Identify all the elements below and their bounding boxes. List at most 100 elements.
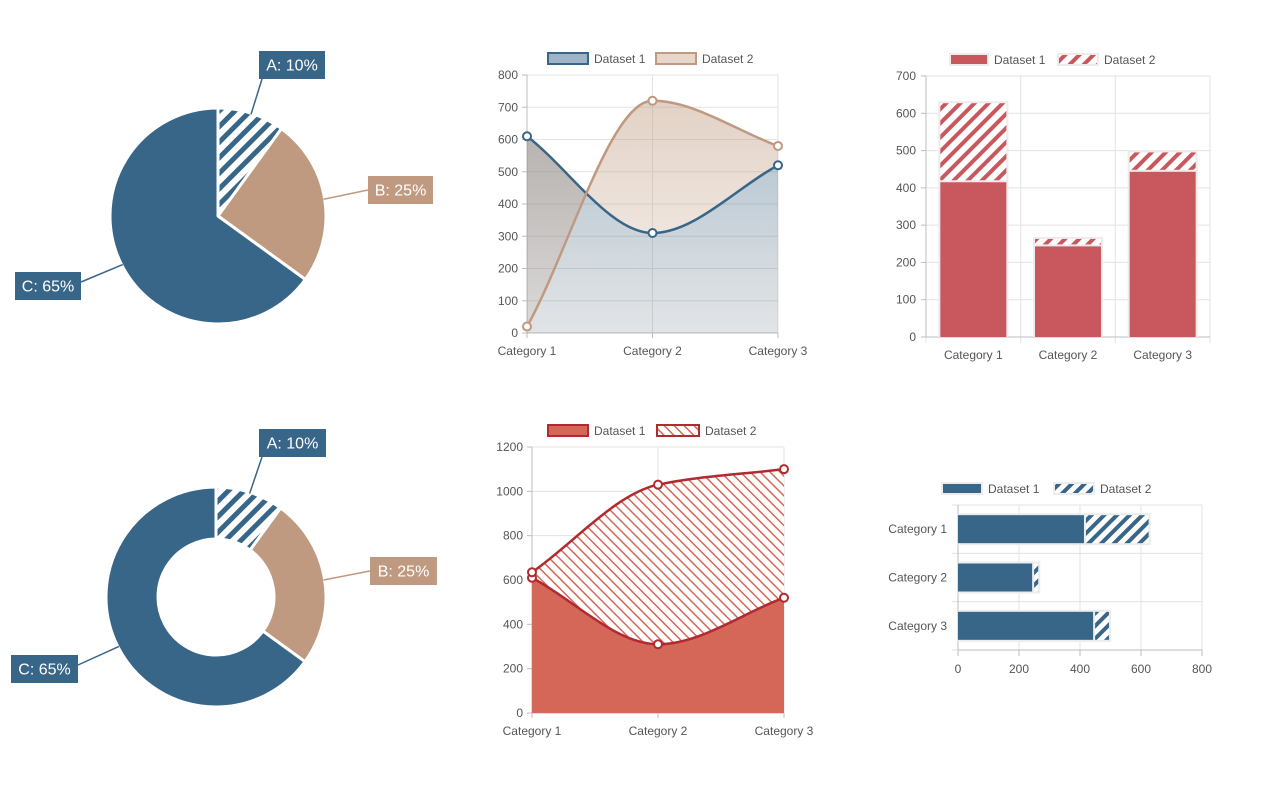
pie-chart: A: 10% B: 25% C: 65%: [15, 51, 433, 326]
area1-legend-label-2: Dataset 2: [702, 52, 754, 66]
area2-legend-label-1: Dataset 1: [594, 424, 646, 438]
area1-ytick-label: 300: [498, 229, 518, 243]
area1-point-dataset-2-3: [773, 140, 783, 151]
donut-leader-a: [248, 456, 263, 494]
area1-legend-swatch-2: [655, 52, 697, 65]
bar1-ytick-label: 100: [896, 293, 916, 307]
bar1-ytick-label: 700: [896, 69, 916, 83]
pie-label-box-a: [259, 51, 325, 79]
bar1-ytick-label: 400: [896, 181, 916, 195]
area1-point-dataset-1-1: [522, 131, 532, 142]
bar1-ytick-label: 0: [909, 330, 916, 344]
bar1-legend-label-1: Dataset 1: [994, 53, 1046, 67]
donut-label-box-c: [11, 655, 78, 683]
bar2-ytick-label-3: Category 3: [888, 619, 947, 633]
area2-legend-swatch-1: [547, 424, 589, 437]
area1-chart: 0 100 200 300 400 500 600 700 800 Category 1 Categ…: [498, 52, 808, 358]
bar2-legend-label-2: Dataset 2: [1100, 482, 1152, 496]
bar1-chart: 0 100 200 300 400 500 600 700 Category 1 Category…: [896, 53, 1211, 362]
pie-label-box-c: [15, 272, 81, 300]
area2-ytick-label: 1000: [496, 484, 523, 498]
bar2-ytick-label-2: Category 2: [888, 571, 947, 585]
bar2-xtick-label: 200: [1009, 662, 1029, 676]
donut-label-box-a: [259, 429, 326, 457]
bar1-xtick-label-2: Category 2: [1039, 348, 1098, 362]
bar2-bar-dataset-2-3: [1095, 611, 1109, 640]
area1-ytick-label: 200: [498, 262, 518, 276]
bar1-ytick-label: 500: [896, 144, 916, 158]
bar1-legend-label-2: Dataset 2: [1104, 53, 1156, 67]
area1-xtick-label-3: Category 3: [749, 344, 808, 358]
pie-label-b: B: 25%: [375, 183, 427, 200]
bar2-xtick-label: 800: [1192, 662, 1212, 676]
bar2-legend-label-1: Dataset 1: [988, 482, 1040, 496]
area1-legend-swatch-1: [547, 52, 589, 65]
area1-ytick-label: 0: [511, 326, 518, 340]
donut-label-b: B: 25%: [378, 564, 430, 581]
area2-point-dataset-1-2: [653, 639, 663, 650]
pie-label-c: C: 65%: [22, 279, 74, 296]
area1-xtick-label-2: Category 2: [623, 344, 682, 358]
area2-legend-label-2: Dataset 2: [705, 424, 757, 438]
area2-ytick-label: 1200: [496, 440, 523, 454]
area2-xtick-label-1: Category 1: [503, 724, 562, 738]
bar1-xtick-label-1: Category 1: [944, 348, 1003, 362]
bar1-bar-dataset-2-3: [1129, 152, 1196, 170]
area2-legend-swatch-2: [656, 424, 700, 437]
area1-ytick-label: 600: [498, 133, 518, 147]
bar1-bar-dataset-1-2: [1035, 246, 1101, 337]
area2-ytick-label: 0: [516, 706, 523, 720]
bar2-xtick-label: 400: [1070, 662, 1090, 676]
donut-slice-c: [104, 485, 307, 709]
bar1-xtick-label-3: Category 3: [1133, 348, 1192, 362]
pie-leader-a: [250, 78, 263, 115]
area1-ytick-label: 800: [498, 68, 518, 82]
area2-ytick-label: 200: [503, 662, 523, 676]
area1-point-dataset-1-2: [647, 228, 658, 239]
area1-ytick-label: 500: [498, 165, 518, 179]
bar2-legend-swatch-2: [1053, 482, 1095, 495]
area2-ytick-label: 600: [503, 573, 523, 587]
area1-legend-label-1: Dataset 1: [594, 52, 646, 66]
area2-chart: 0 200 400 600 800 1000 1200 Category 1 Category …: [496, 424, 814, 738]
bar1-bar-dataset-2-2: [1035, 238, 1101, 245]
bar1-bar-dataset-1-1: [940, 182, 1007, 337]
bar1-bar-dataset-2-1: [940, 103, 1007, 181]
bar1-ytick-label: 300: [896, 218, 916, 232]
bar2-xtick-label: 600: [1131, 662, 1151, 676]
donut-slice-b: [248, 506, 328, 664]
bar2-bar-dataset-1-3: [958, 611, 1094, 640]
bar1-ytick-label: 200: [896, 255, 916, 269]
donut-label-c: C: 65%: [18, 662, 70, 679]
area2-ytick-label: 800: [503, 529, 523, 543]
area2-area-dataset-2: [532, 469, 784, 645]
donut-leader-c: [77, 645, 120, 666]
area2-point-dataset-2-2: [653, 479, 663, 490]
area1-xtick-label-1: Category 1: [498, 344, 557, 358]
bar2-ytick-label-1: Category 1: [888, 522, 947, 536]
bar2-bar-dataset-1-1: [958, 515, 1084, 544]
bar1-legend-swatch-1: [949, 53, 989, 66]
area2-point-dataset-2-1: [527, 567, 537, 578]
donut-leader-b: [323, 570, 371, 581]
bar1-bar-dataset-1-3: [1129, 171, 1196, 337]
pie-label-a: A: 10%: [266, 58, 318, 75]
area1-point-dataset-2-1: [522, 321, 532, 332]
donut-label-a: A: 10%: [267, 436, 319, 453]
area1-ytick-label: 100: [498, 294, 518, 308]
area2-xtick-label-3: Category 3: [755, 724, 814, 738]
bar2-bar-dataset-1-2: [958, 563, 1033, 592]
area1-point-dataset-2-2: [647, 95, 658, 106]
bar2-bar-dataset-2-2: [1034, 563, 1039, 592]
area1-ytick-label: 400: [498, 197, 518, 211]
donut-chart: A: 10% B: 25% C: 65%: [11, 429, 437, 709]
bar2-xtick-label: 0: [955, 662, 962, 676]
pie-label-box-b: [368, 176, 433, 204]
bar1-legend-swatch-2: [1057, 53, 1099, 66]
area1-area-dataset-2: [527, 100, 778, 327]
area1-ytick-label: 700: [498, 100, 518, 114]
bar1-ytick-label: 600: [896, 106, 916, 120]
area2-point-dataset-1-3: [779, 592, 789, 603]
pie-leader-c: [80, 263, 124, 283]
